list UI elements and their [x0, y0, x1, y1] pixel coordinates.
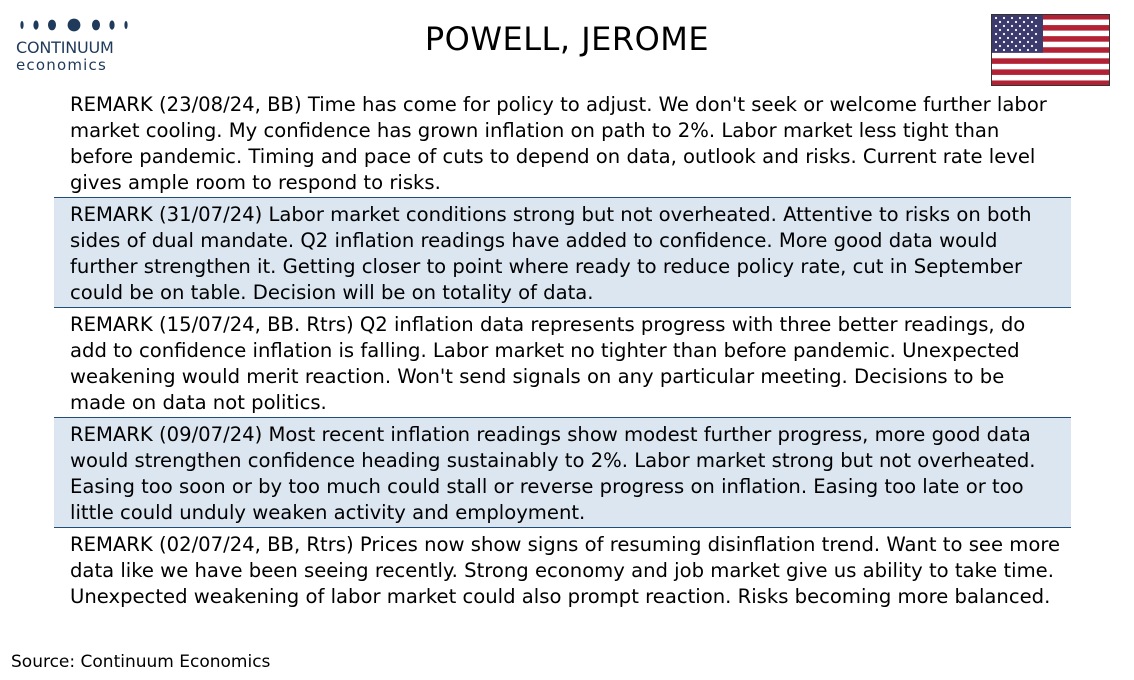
remark-row: REMARK (15/07/24, BB. Rtrs) Q2 inflation… [54, 308, 1071, 418]
logo-dots-icon [20, 18, 128, 32]
page-title: POWELL, JEROME [424, 20, 710, 58]
logo-wordmark-top: CONTINUUM [16, 38, 114, 57]
logo-wordmark-bottom: economics [16, 56, 107, 74]
remark-row: REMARK (23/08/24, BB) Time has come for … [54, 88, 1071, 198]
remarks-table: REMARK (23/08/24, BB) Time has come for … [54, 88, 1071, 638]
remark-row: REMARK (02/07/24, BB, Rtrs) Prices now s… [70, 533, 1061, 608]
source-note: Source: Continuum Economics [11, 652, 271, 672]
continuum-logo: CONTINUUM economics [14, 14, 134, 76]
remark-row: REMARK (31/07/24) Labor market condition… [54, 198, 1071, 308]
remark-row: REMARK (09/07/24) Most recent inflation … [54, 418, 1071, 528]
us-flag-icon [991, 14, 1110, 86]
